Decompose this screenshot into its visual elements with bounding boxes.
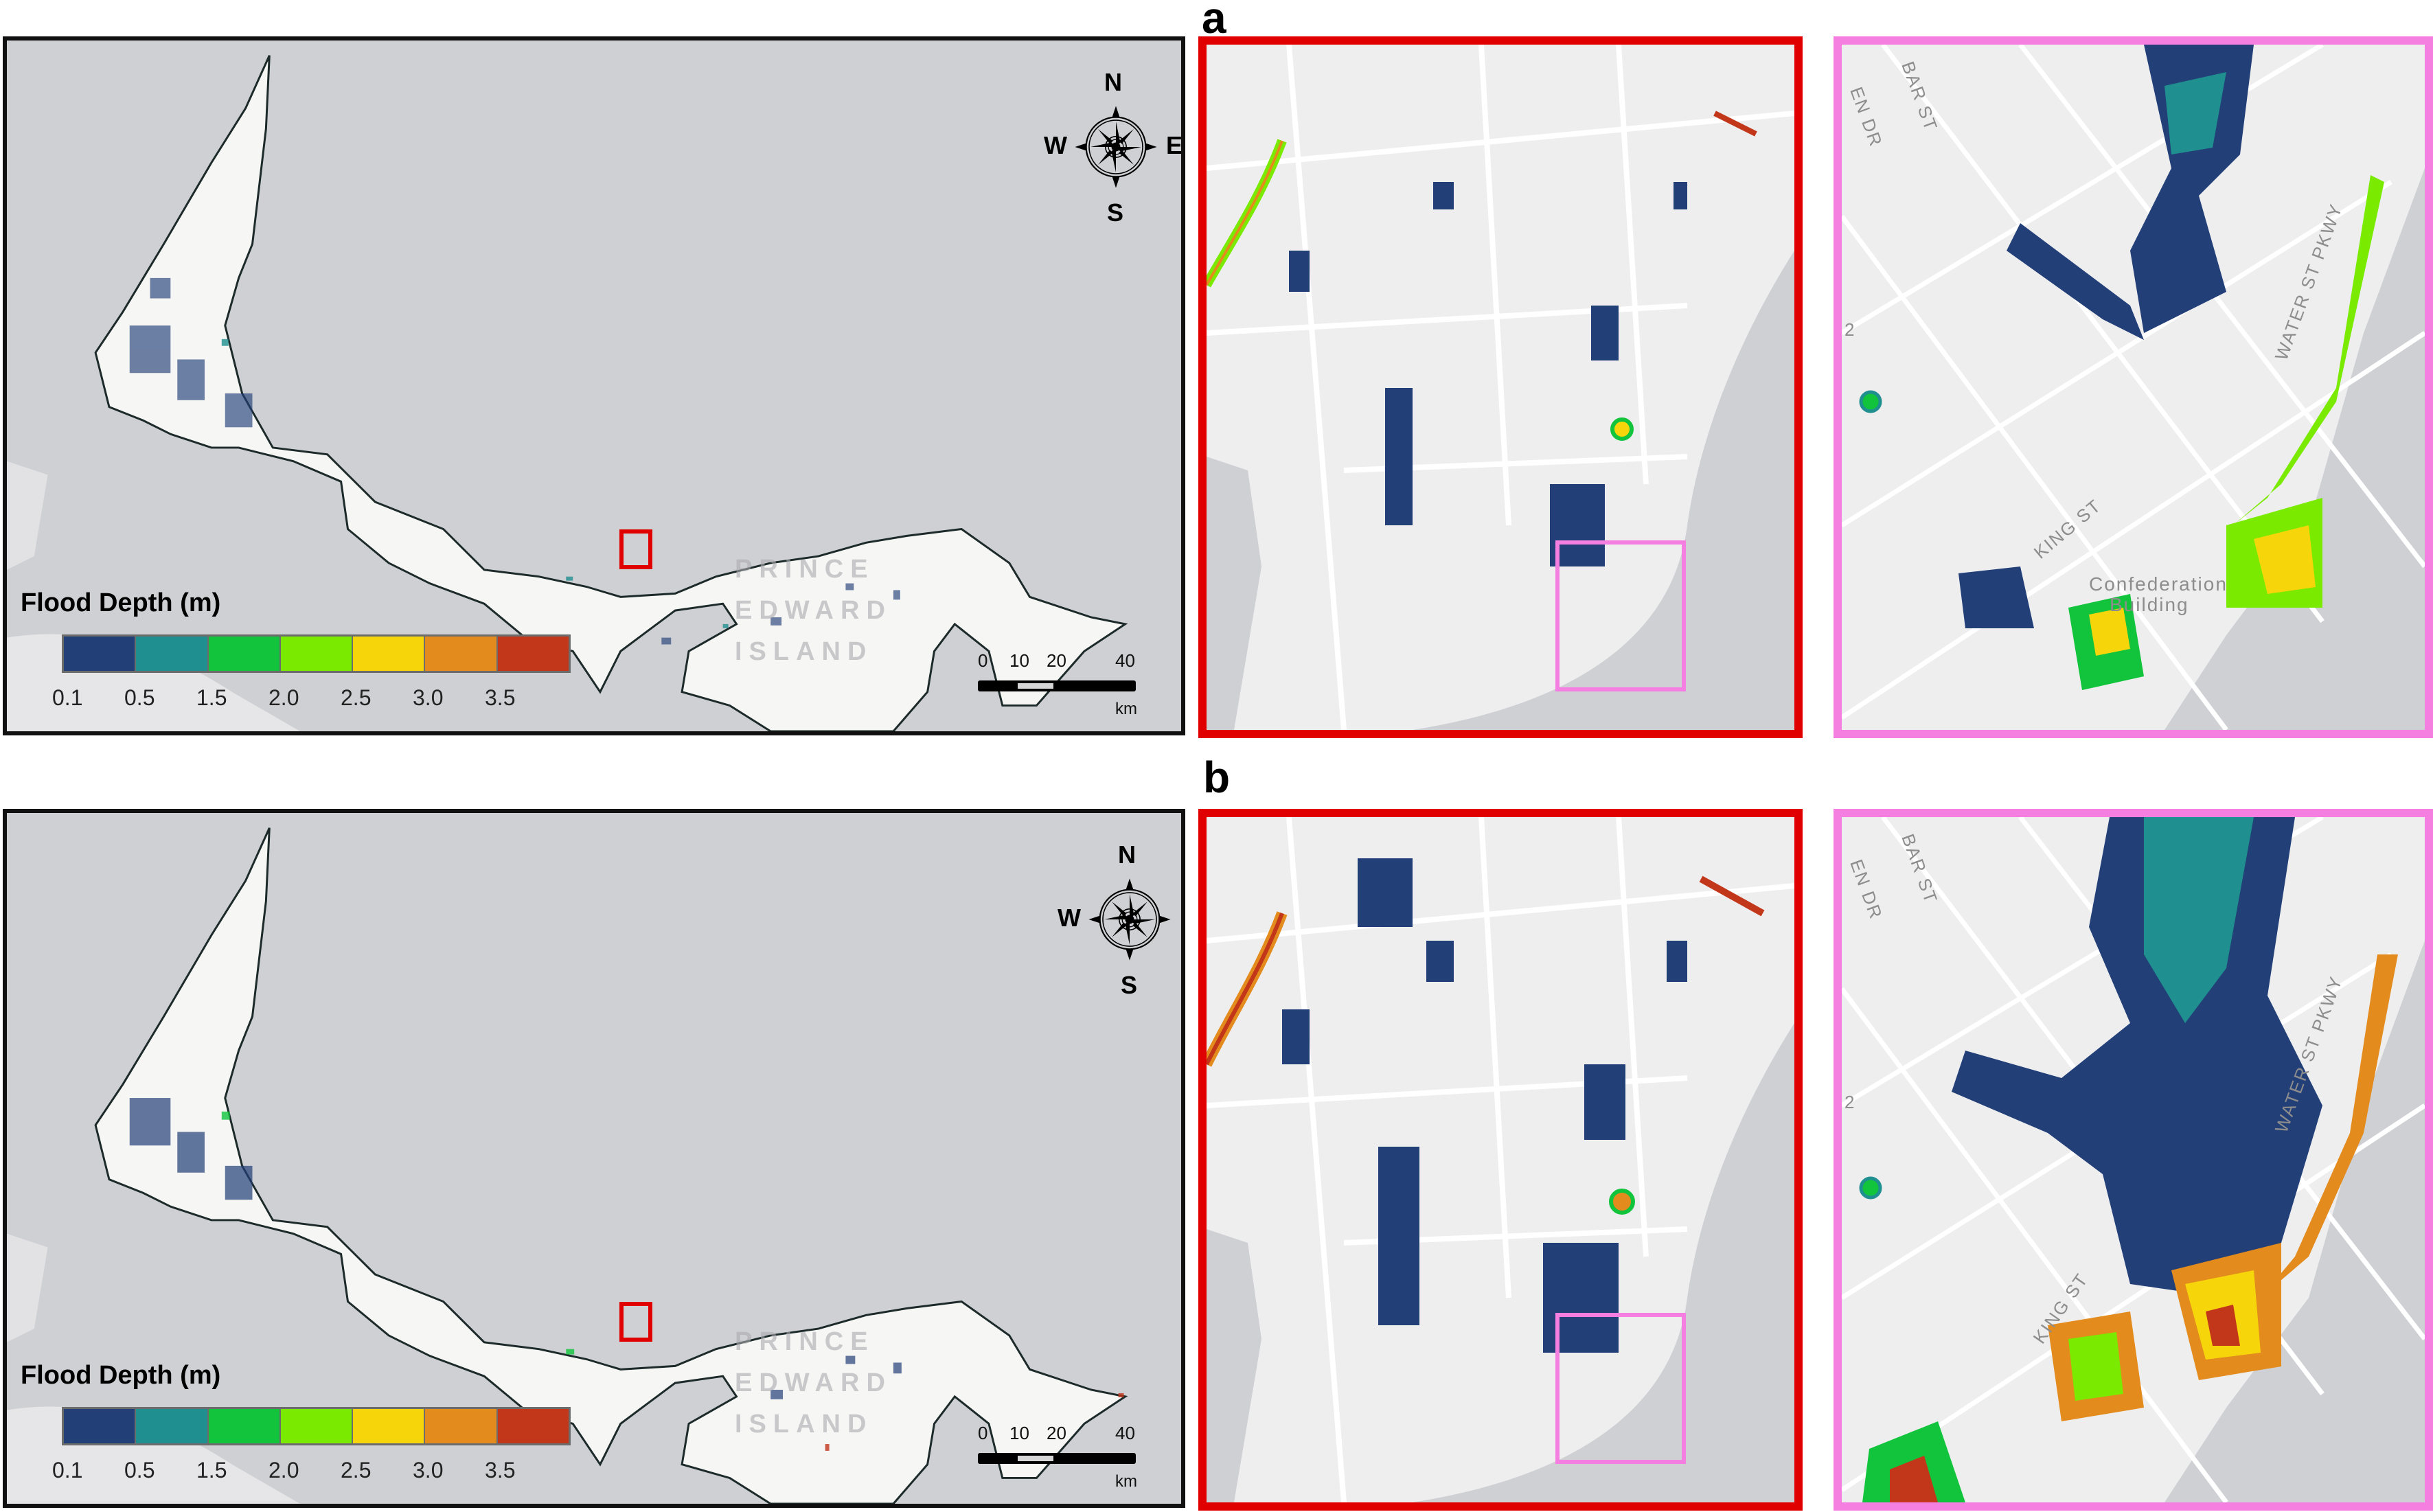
street-label: Building [2110,594,2189,615]
north-arrow-compass: N W E S [1058,840,1181,999]
flood-depth-legend: Flood Depth (m) 0.1 0.5 1.5 2.0 2.5 3.0 … [16,588,571,711]
legend-swatch [425,637,498,671]
basemap-label: PRINCE EDWARD ISLAND [735,1327,892,1439]
legend-swatch [136,637,209,671]
inset-map-pink-b: EN DR BAR ST WATER ST PKWY KING ST 2 [1834,809,2433,1511]
route-shield-label: 2 [1844,1092,1856,1112]
inset-flood-overlay-detail [1842,45,2425,730]
scale-bar-graphic [978,1453,1136,1464]
location-box-red [619,529,652,569]
inset-map-pink-a: EN DR BAR ST WATER ST PKWY KING ST Confe… [1834,36,2433,738]
legend-swatch [353,637,426,671]
legend-swatch [280,1409,354,1443]
street-label: Confederation [2089,573,2228,595]
location-box-pink [1555,1313,1686,1464]
north-arrow-compass: N W E S [1044,68,1183,227]
scale-bar: 0 10 20 40 km [978,1423,1137,1491]
inset-flood-overlay [1207,817,1794,1502]
legend-tick-labels: 0.1 0.5 1.5 2.0 2.5 3.0 3.5 [52,685,516,710]
inset-map-red-b [1198,809,1803,1511]
inset-flood-overlay-detail [1842,817,2425,1502]
location-box-pink [1555,540,1686,691]
legend-title: Flood Depth (m) [21,1361,221,1390]
flood-depth-legend: Flood Depth (m) 0.1 0.5 1.5 2.0 2.5 3.0 … [16,1361,571,1483]
legend-colorbar [62,634,571,673]
overview-map-b: PRINCE EDWARD ISLAND N W E S Flood Depth… [3,809,1185,1508]
legend-swatch [64,637,137,671]
legend-swatch [136,1409,209,1443]
inset-map-red-a [1198,36,1803,738]
scale-bar-graphic [978,680,1136,691]
legend-colorbar [62,1407,571,1445]
scale-bar: 0 10 20 40 km [978,650,1137,718]
compass-rose-icon [1088,878,1171,961]
legend-swatch [353,1409,426,1443]
legend-swatch [497,1409,569,1443]
legend-tick-labels: 0.1 0.5 1.5 2.0 2.5 3.0 3.5 [52,1458,516,1482]
panel-label-b: b [1203,753,1231,802]
legend-title: Flood Depth (m) [21,588,221,617]
legend-swatch [208,637,281,671]
overview-map-a: PRINCE EDWARD ISLAND N W E S Flood Depth… [3,36,1185,735]
location-box-red [619,1302,652,1342]
route-shield-label: 2 [1844,319,1856,340]
panel-label-a: a [1202,0,1226,43]
inset-flood-overlay [1207,45,1794,730]
legend-swatch [280,637,354,671]
basemap-label: PRINCE EDWARD ISLAND [735,555,892,666]
compass-rose-icon [1075,106,1157,188]
legend-swatch [208,1409,281,1443]
legend-swatch [64,1409,137,1443]
legend-swatch [497,637,569,671]
legend-swatch [425,1409,498,1443]
